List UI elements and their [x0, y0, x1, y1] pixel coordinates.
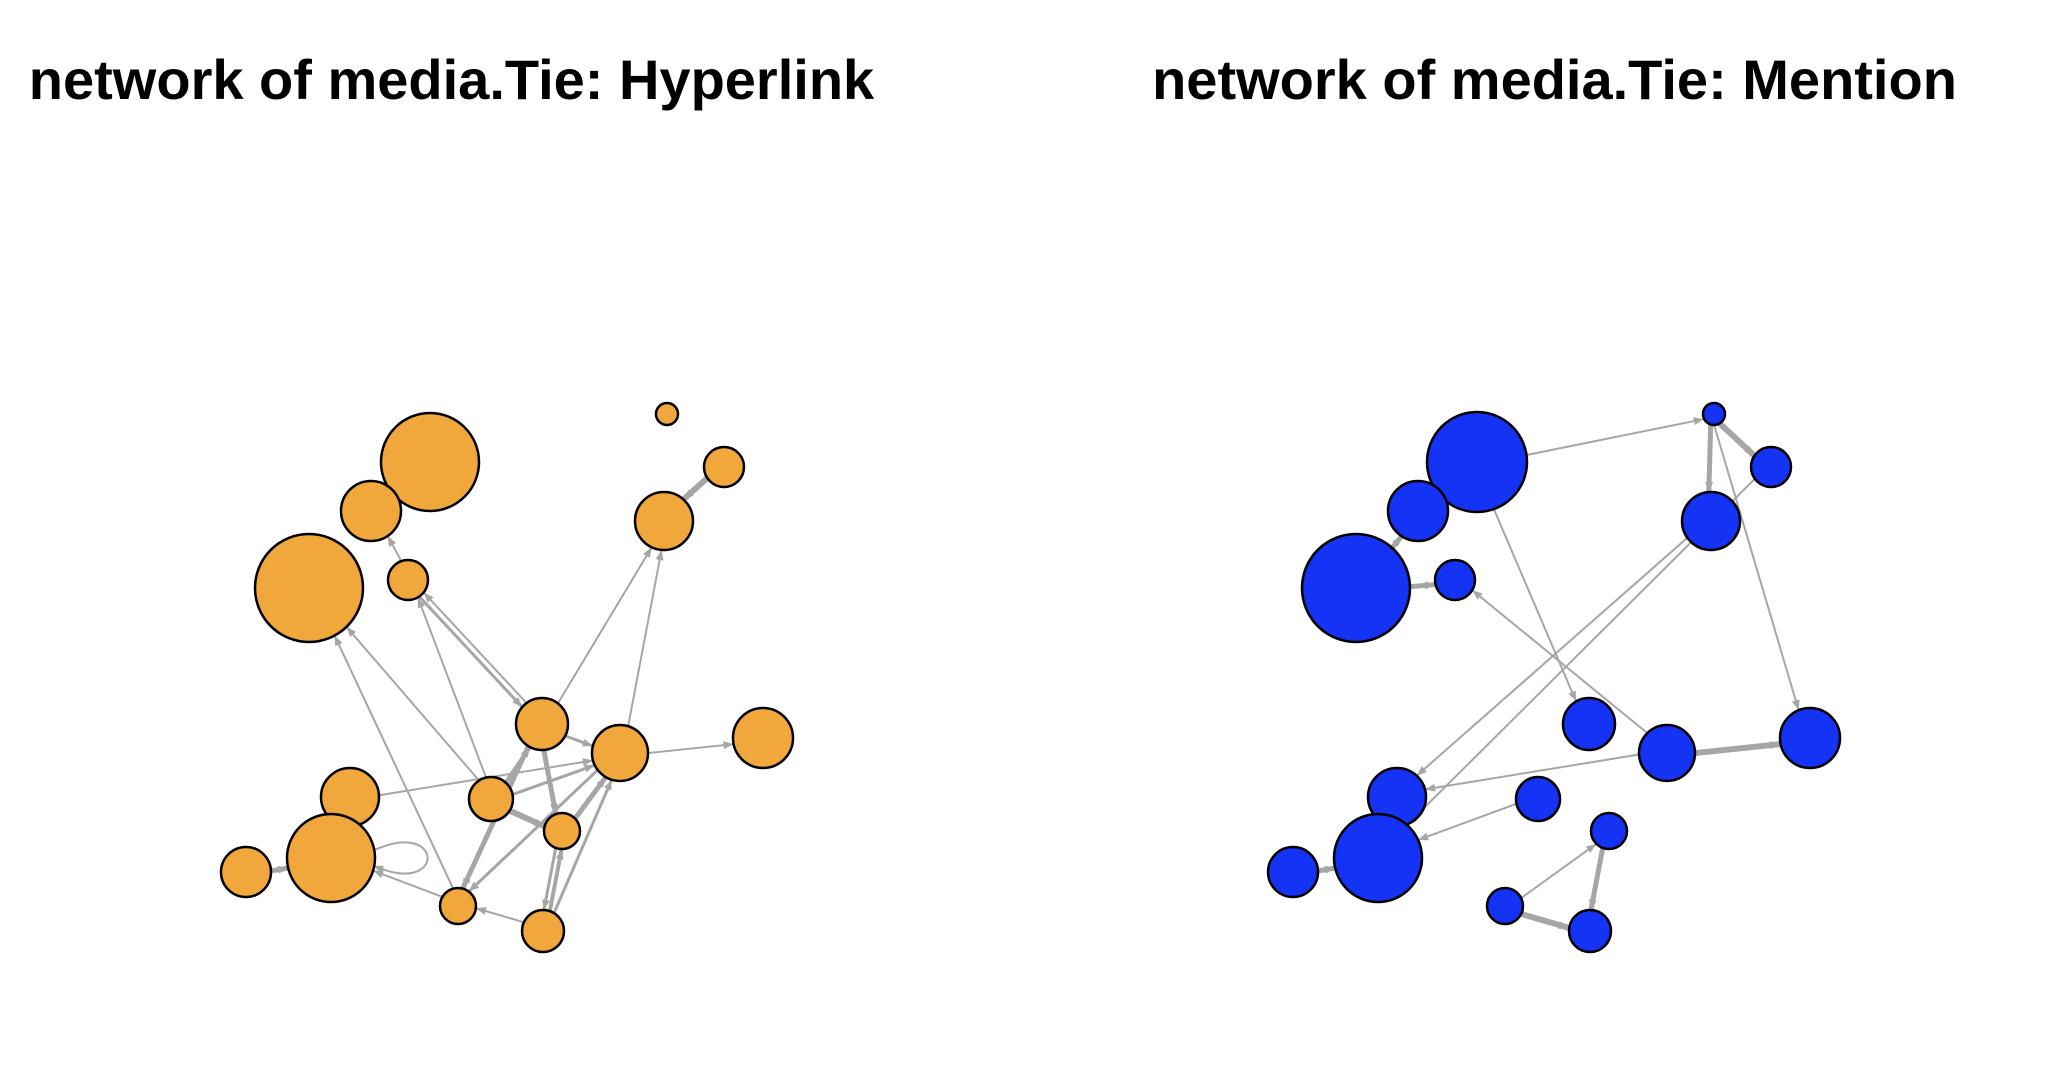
mention-node	[1749, 445, 1793, 489]
hyperlink-node	[386, 558, 430, 602]
hyperlink-edge	[346, 626, 480, 782]
mention-node	[1386, 479, 1450, 543]
hyperlink-edge	[541, 846, 558, 911]
mention-node	[1567, 908, 1613, 954]
hyperlink-edge	[417, 595, 523, 708]
mention-node	[1637, 723, 1697, 783]
hyperlink-edge	[556, 547, 653, 705]
hyperlink-node	[590, 723, 650, 783]
mention-node	[1778, 706, 1842, 770]
mention-network-title: network of media.Tie: Mention	[1152, 48, 1957, 111]
hyperlink-edge	[552, 779, 613, 915]
hyperlink-node	[731, 706, 795, 770]
hyperlink-node	[285, 812, 377, 904]
hyperlink-network-title: network of media.Tie: Hyperlink	[28, 48, 875, 111]
mention-node	[1485, 886, 1525, 926]
hyperlink-edge	[547, 848, 564, 913]
mention-node	[1433, 558, 1477, 602]
mention-edge	[1717, 420, 1757, 458]
mention-edge	[1692, 741, 1783, 757]
hyperlink-edge	[468, 768, 600, 893]
mention-node	[1332, 812, 1424, 904]
mention-node	[1300, 532, 1412, 644]
hyperlink-edge	[563, 734, 594, 748]
hyperlink-edge	[268, 865, 290, 874]
hyperlink-node	[542, 811, 582, 851]
hyperlink-edge	[511, 764, 596, 796]
hyperlink-node	[514, 696, 570, 752]
mention-network-panel: network of media.Tie: Mention	[1023, 0, 2046, 1084]
hyperlink-edge	[541, 747, 559, 816]
mention-edge	[1588, 845, 1606, 912]
hyperlink-node	[253, 532, 365, 644]
mention-node	[1701, 401, 1727, 427]
hyperlink-node	[633, 490, 695, 552]
hyperlink-node	[379, 411, 481, 513]
mention-edge	[1425, 753, 1640, 792]
hyperlink-network-panel: network of media.Tie: Hyperlink	[28, 48, 875, 111]
hyperlink-edge	[423, 592, 528, 704]
mention-edge	[1518, 910, 1572, 931]
edges-layer	[268, 417, 1800, 931]
nodes-layer	[219, 401, 1842, 954]
hyperlink-node	[339, 479, 403, 543]
hyperlink-node	[520, 908, 566, 954]
hyperlink-edge	[373, 870, 444, 898]
hyperlink-edge	[627, 550, 664, 728]
mention-edge	[1525, 417, 1704, 457]
mention-edge	[1705, 422, 1714, 494]
hyperlink-edge	[334, 635, 455, 890]
hyperlink-node	[467, 775, 515, 823]
mention-edge	[1315, 865, 1337, 874]
mention-edge	[1472, 589, 1649, 734]
hyperlink-edge	[506, 807, 547, 829]
hyperlink-node	[702, 445, 746, 489]
hyperlink-edge	[373, 841, 429, 875]
hyperlink-edge	[387, 535, 403, 562]
mention-edge	[1389, 534, 1404, 551]
mention-node	[1589, 811, 1629, 851]
mention-node	[1561, 696, 1617, 752]
mention-edge	[1418, 802, 1518, 841]
mention-edge	[1713, 424, 1800, 711]
mention-node	[1514, 775, 1562, 823]
mention-edge	[1520, 843, 1597, 899]
mention-edge	[1407, 581, 1437, 590]
hyperlink-edge	[476, 907, 525, 924]
hyperlink-node	[438, 886, 478, 926]
mention-edge	[1492, 508, 1577, 702]
mention-node	[1266, 845, 1320, 899]
hyperlink-node	[219, 845, 273, 899]
mention-node	[1680, 490, 1742, 552]
hyperlink-edge	[647, 741, 734, 755]
hyperlink-edge	[417, 597, 488, 779]
mention-node	[1425, 410, 1529, 514]
hyperlink-edge	[681, 475, 711, 502]
hyperlink-edge	[572, 775, 608, 821]
hyperlink-node	[654, 401, 680, 427]
